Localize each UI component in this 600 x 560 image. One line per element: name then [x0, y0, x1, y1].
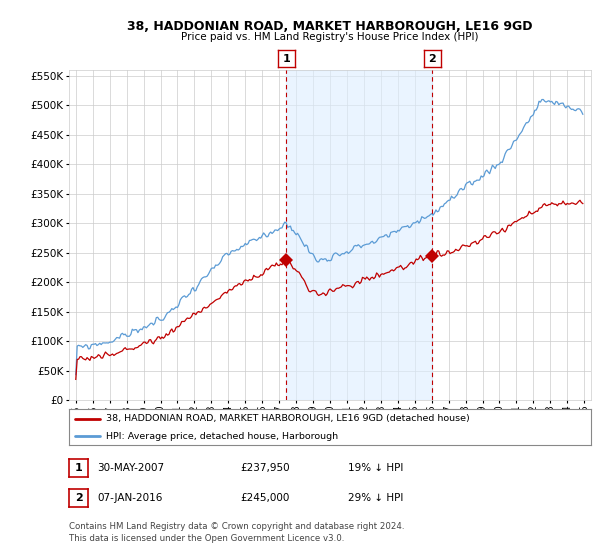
Text: 1: 1 — [283, 54, 290, 64]
Text: £245,000: £245,000 — [240, 493, 289, 503]
Text: 29% ↓ HPI: 29% ↓ HPI — [348, 493, 403, 503]
Text: 07-JAN-2016: 07-JAN-2016 — [97, 493, 163, 503]
Text: 38, HADDONIAN ROAD, MARKET HARBOROUGH, LE16 9GD: 38, HADDONIAN ROAD, MARKET HARBOROUGH, L… — [127, 20, 533, 32]
Text: HPI: Average price, detached house, Harborough: HPI: Average price, detached house, Harb… — [106, 432, 338, 441]
Text: This data is licensed under the Open Government Licence v3.0.: This data is licensed under the Open Gov… — [69, 534, 344, 543]
Text: 2: 2 — [428, 54, 436, 64]
Text: £237,950: £237,950 — [240, 463, 290, 473]
Text: 38, HADDONIAN ROAD, MARKET HARBOROUGH, LE16 9GD (detached house): 38, HADDONIAN ROAD, MARKET HARBOROUGH, L… — [106, 414, 469, 423]
Bar — [286, 70, 432, 400]
Text: 30-MAY-2007: 30-MAY-2007 — [97, 463, 164, 473]
Text: Price paid vs. HM Land Registry's House Price Index (HPI): Price paid vs. HM Land Registry's House … — [181, 32, 479, 43]
Text: 2: 2 — [75, 493, 82, 503]
Text: 19% ↓ HPI: 19% ↓ HPI — [348, 463, 403, 473]
Text: Contains HM Land Registry data © Crown copyright and database right 2024.: Contains HM Land Registry data © Crown c… — [69, 522, 404, 531]
Text: 1: 1 — [75, 463, 82, 473]
